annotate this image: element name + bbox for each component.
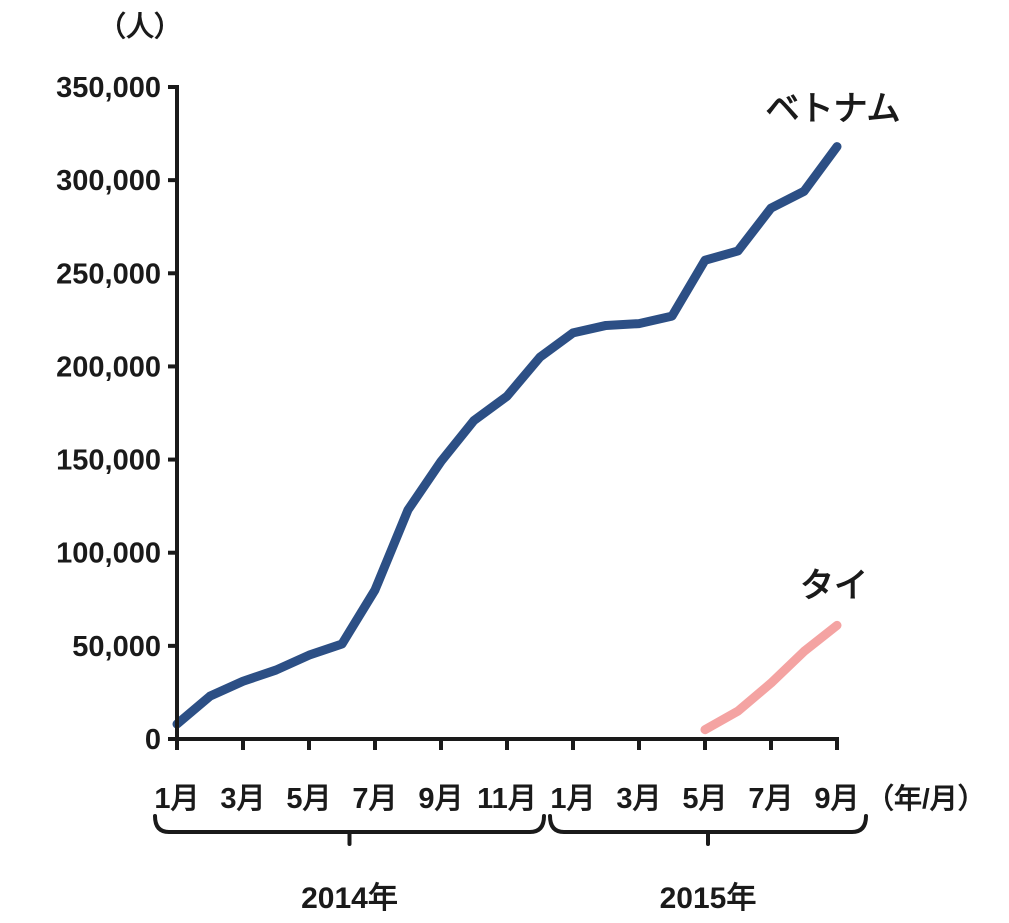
year-bracket — [153, 814, 546, 834]
year-label: 2015年 — [660, 882, 757, 915]
x-tick-label: 1月 — [550, 783, 595, 815]
y-axis-ticks: 0 50,000 100,000 150,000 200,000 250,000 300,0… — [56, 72, 177, 756]
x-tick-label: 5月 — [286, 783, 331, 815]
series-line — [700, 620, 842, 735]
series-line — [172, 142, 842, 729]
x-tick-label: 1月 — [154, 783, 199, 815]
year-bracket — [548, 814, 868, 834]
x-tick-label: 7月 — [748, 783, 793, 815]
series-label: ベトナム — [766, 90, 901, 128]
y-tick-label: 150,000 — [56, 445, 161, 477]
x-tick-label: 9月 — [814, 783, 859, 815]
x-tick-label: 7月 — [352, 783, 397, 815]
y-tick-label: 200,000 — [56, 351, 161, 383]
y-tick-label: 100,000 — [56, 538, 161, 570]
y-tick-label: 300,000 — [56, 165, 161, 197]
x-tick-label: 11月 — [477, 783, 537, 815]
year-label: 2014年 — [301, 882, 398, 915]
y-unit-label: （人） — [98, 10, 182, 42]
x-tick-label: 3月 — [616, 783, 661, 815]
series-label: タイ — [800, 567, 868, 605]
y-tick-label: 0 — [145, 724, 161, 756]
y-tick-label: 50,000 — [72, 631, 161, 663]
x-unit-label: （年/月） — [866, 782, 986, 814]
x-tick-label: 9月 — [418, 783, 463, 815]
axes — [175, 85, 839, 741]
x-tick-label: 5月 — [682, 783, 727, 815]
year-groups: 2014年 2015年 — [153, 814, 868, 915]
x-axis-ticks: 1月 3月 5月 7月 9月 11月 1月 3月 5月 7月 9月 — [154, 739, 860, 815]
series-lines — [172, 142, 842, 735]
x-tick-label: 3月 — [220, 783, 265, 815]
y-tick-label: 350,000 — [56, 72, 161, 104]
y-tick-label: 250,000 — [56, 258, 161, 290]
